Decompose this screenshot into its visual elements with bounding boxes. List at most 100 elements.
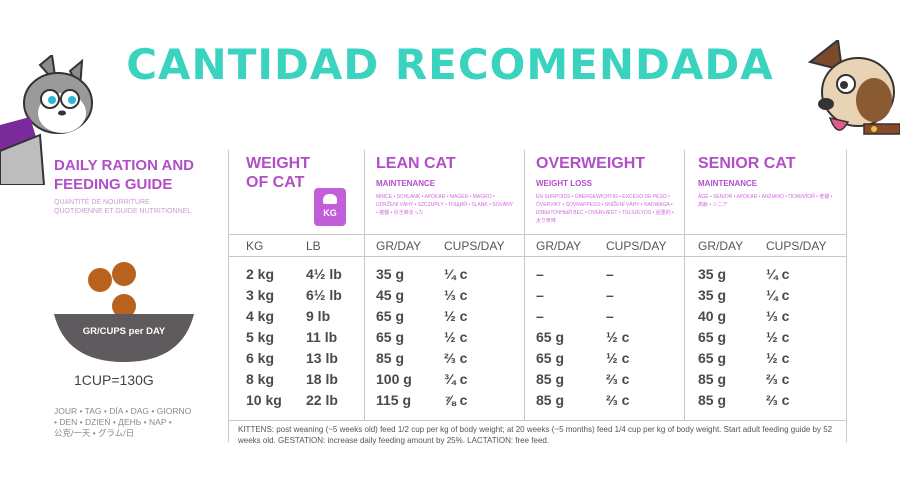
kg-badge-label: KG	[323, 208, 337, 218]
subhead-sr-gr: GR/DAY	[698, 239, 744, 253]
cell-kg: 8 kg	[246, 371, 275, 387]
cell-lean-cups: ¼ c	[444, 266, 468, 282]
cell-lean-gr: 100 g	[376, 371, 412, 387]
scale-icon	[323, 194, 337, 204]
weight-title-line2: OF CAT	[246, 174, 305, 191]
cell-lean-cups: ¾ c	[444, 371, 468, 387]
overweight-translations: EN SURPOIDS • ÜBERGEWICHTIG • EXCESO DE …	[536, 194, 674, 224]
overweight-subtitle: WEIGHT LOSS	[536, 179, 592, 188]
per-day-line1: JOUR • TAG • DÍA • DAG • GIORNO	[54, 406, 192, 416]
divider	[524, 150, 525, 420]
lean-cat-header: LEAN CAT	[376, 155, 456, 172]
cell-lb: 9 lb	[306, 308, 331, 324]
subhead-lean-gr: GR/DAY	[376, 239, 422, 253]
senior-cat-header: SENIOR CAT	[698, 155, 796, 172]
senior-cat-subtitle: MAINTENANCE	[698, 179, 758, 188]
guide-subtitle: QUANTITÉ DE NOURRITURE QUOTIDIENNE ET GU…	[54, 198, 214, 216]
cell-lb: 18 lb	[306, 371, 338, 387]
senior-cat-translations: ÂGÉ • SENIOR • APOKAR • ANZIANO • ПОЖИЛО…	[698, 194, 833, 208]
cell-ow-gr: 85 g	[536, 371, 565, 387]
cell-sr-gr: 65 g	[698, 350, 727, 366]
lean-cat-subtitle: MAINTENANCE	[376, 179, 436, 188]
guide-subtitle-line2: QUOTIDIENNE ET GUIDE NUTRITIONNEL	[54, 208, 192, 215]
cell-lean-gr: 45 g	[376, 287, 405, 303]
cell-ow-cups: –	[606, 287, 614, 303]
cell-sr-cups: ¼ c	[766, 287, 790, 303]
guide-title-line1: DAILY RATION AND	[54, 157, 195, 174]
page-title: CANTIDAD RECOMENDADA	[126, 40, 774, 89]
cell-kg: 6 kg	[246, 350, 275, 366]
cell-lean-cups: ⅓ c	[444, 287, 468, 303]
guide-info-column: DAILY RATION AND FEEDING GUIDE QUANTITÉ …	[48, 150, 226, 442]
footnote: KITTENS: post weaning (~5 weeks old) fee…	[238, 425, 833, 445]
divider	[228, 420, 846, 421]
cell-lb: 4½ lb	[306, 266, 342, 282]
cell-sr-cups: ⅔ c	[766, 371, 790, 387]
cell-kg: 4 kg	[246, 308, 275, 324]
cell-kg: 10 kg	[246, 392, 282, 408]
cell-sr-gr: 40 g	[698, 308, 727, 324]
divider	[364, 150, 365, 420]
cell-ow-cups: ⅔ c	[606, 371, 630, 387]
cell-lb: 11 lb	[306, 329, 338, 345]
weight-title-line1: WEIGHT	[246, 155, 310, 172]
subhead-sr-cups: CUPS/DAY	[766, 239, 827, 253]
cell-sr-gr: 85 g	[698, 392, 727, 408]
cell-lean-cups: ⅔ c	[444, 350, 468, 366]
kg-scale-badge: KG	[314, 188, 346, 226]
cell-ow-gr: 65 g	[536, 329, 565, 345]
divider	[228, 256, 846, 257]
cell-ow-cups: –	[606, 266, 614, 282]
cell-sr-cups: ⅔ c	[766, 392, 790, 408]
cell-lean-cups: ½ c	[444, 329, 468, 345]
bowl-label: GR/CUPS per DAY	[83, 326, 166, 337]
cell-lean-gr: 65 g	[376, 329, 405, 345]
cell-ow-gr: 65 g	[536, 350, 565, 366]
divider	[684, 150, 685, 420]
lean-cat-translations: MINCE • SCHLANK • APOKAR • MAGER • MAGRO…	[376, 194, 514, 216]
cell-ow-gr: –	[536, 308, 544, 324]
cell-kg: 3 kg	[246, 287, 275, 303]
per-day-line3: 公克/一天 • グラム/日	[54, 428, 135, 438]
cell-ow-cups: ½ c	[606, 329, 630, 345]
cell-lb: 6½ lb	[306, 287, 342, 303]
guide-title: DAILY RATION AND FEEDING GUIDE	[54, 156, 229, 194]
subhead-lb: LB	[306, 239, 321, 253]
subhead-lean-cups: CUPS/DAY	[444, 239, 505, 253]
cell-sr-cups: ½ c	[766, 350, 790, 366]
subhead-kg: KG	[246, 239, 264, 253]
cell-ow-gr: –	[536, 287, 544, 303]
cell-sr-gr: 85 g	[698, 371, 727, 387]
cell-sr-cups: ½ c	[766, 329, 790, 345]
cell-lean-gr: 35 g	[376, 266, 405, 282]
cell-lb: 22 lb	[306, 392, 338, 408]
cell-ow-gr: –	[536, 266, 544, 282]
cell-lb: 13 lb	[306, 350, 338, 366]
cell-lean-cups: ½ c	[444, 308, 468, 324]
cell-ow-cups: ½ c	[606, 350, 630, 366]
cell-ow-gr: 85 g	[536, 392, 565, 408]
divider	[228, 150, 229, 442]
per-day-translations: JOUR • TAG • DÍA • DAG • GIORNO • DEN • …	[54, 406, 224, 439]
cell-sr-gr: 35 g	[698, 266, 727, 282]
cell-sr-cups: ¼ c	[766, 266, 790, 282]
cell-ow-cups: ⅔ c	[606, 392, 630, 408]
overweight-header: OVERWEIGHT	[536, 155, 646, 172]
cartoon-dog-illustration	[808, 40, 900, 135]
guide-title-line2: FEEDING GUIDE	[54, 176, 173, 193]
divider	[228, 234, 846, 235]
cell-ow-cups: –	[606, 308, 614, 324]
cup-conversion-note: 1CUP=130G	[74, 372, 154, 388]
cell-sr-gr: 65 g	[698, 329, 727, 345]
subhead-ow-gr: GR/DAY	[536, 239, 582, 253]
cartoon-cat-illustration	[0, 55, 93, 185]
subhead-ow-cups: CUPS/DAY	[606, 239, 667, 253]
cell-lean-gr: 65 g	[376, 308, 405, 324]
guide-subtitle-line1: QUANTITÉ DE NOURRITURE	[54, 199, 150, 206]
cell-lean-gr: 85 g	[376, 350, 405, 366]
cell-kg: 2 kg	[246, 266, 275, 282]
food-bowl-icon: GR/CUPS per DAY	[54, 262, 194, 362]
per-day-line2: • DEN • DZIEŃ • ДЕНЬ • NAP •	[54, 417, 172, 427]
cell-sr-gr: 35 g	[698, 287, 727, 303]
cell-lean-gr: 115 g	[376, 392, 412, 408]
